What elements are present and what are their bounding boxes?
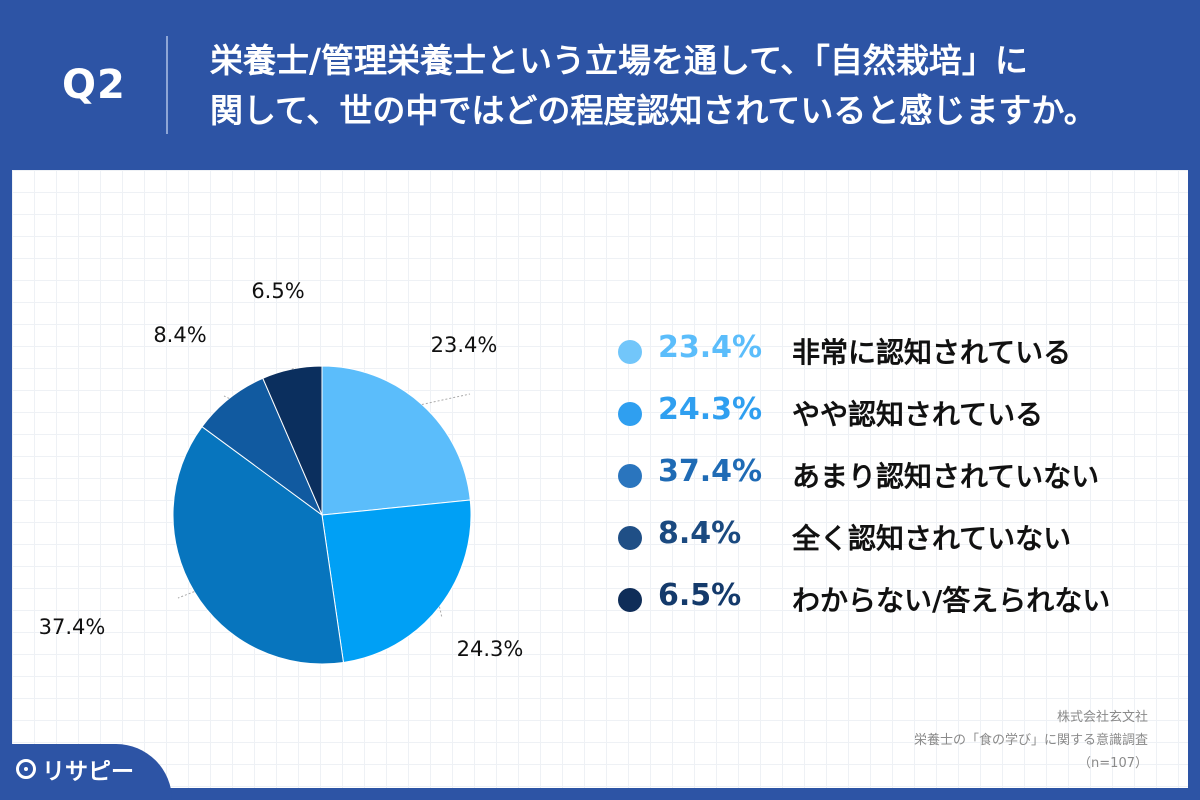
leader-line — [223, 395, 230, 399]
chart-panel: 23.4% 24.3% 37.4% 8.4% 6.5% 23.4% 非常に認知されている… — [12, 170, 1188, 788]
source-note: 株式会社玄文社 栄養士の「食の学び」に関する意識調査 （n=107） — [914, 706, 1148, 775]
legend-pct: 8.4% — [658, 516, 742, 551]
slice-value-label: 8.4% — [153, 323, 206, 347]
slice-value-label: 23.4% — [431, 333, 498, 357]
leader-line — [291, 367, 297, 370]
slice-value-label: 37.4% — [39, 615, 106, 639]
legend-pct: 23.4% — [658, 330, 763, 365]
legend-label: 非常に認知されている — [792, 336, 1072, 369]
legend-label: やや認知されている — [792, 398, 1044, 431]
pie-slice — [172, 425, 345, 665]
leader-line — [177, 591, 195, 599]
pie-chart: 23.4% 24.3% 37.4% 8.4% 6.5% — [39, 279, 524, 665]
question-line-2: 関して、世の中ではどの程度認知されていると感じますか。 — [210, 91, 1097, 130]
source-sample-size: （n=107） — [1078, 756, 1148, 771]
leader-line — [438, 606, 443, 619]
pie-slice — [321, 365, 471, 516]
legend-dot — [618, 526, 642, 550]
legend-dot — [618, 340, 642, 364]
slice-value-label: 6.5% — [251, 279, 304, 303]
legend-dot — [618, 402, 642, 426]
legend-pct: 6.5% — [658, 578, 742, 613]
legend-label: あまり認知されていない — [792, 460, 1100, 493]
header: Q2 栄養士/管理栄養士という立場を通して、「自然栽培」に 関して、世の中ではど… — [0, 0, 1200, 170]
brand-logo: リサピー — [16, 752, 134, 786]
question-line-1: 栄養士/管理栄養士という立場を通して、「自然栽培」に — [210, 41, 1028, 80]
legend-pct: 37.4% — [658, 454, 763, 489]
question-number: Q2 — [62, 62, 126, 108]
question-text: 栄養士/管理栄養士という立場を通して、「自然栽培」に 関して、世の中ではどの程度… — [210, 36, 1170, 136]
brand-name: リサピー — [42, 759, 134, 785]
legend-label: 全く認知されていない — [792, 522, 1072, 555]
legend-label: わからない/答えられない — [792, 584, 1111, 617]
slice-value-label: 24.3% — [457, 637, 524, 661]
legend-pct: 24.3% — [658, 392, 763, 427]
lightbulb-pin-icon — [16, 759, 36, 779]
leader-line — [421, 393, 471, 405]
header-divider — [166, 36, 168, 134]
source-survey: 栄養士の「食の学び」に関する意識調査 — [913, 733, 1148, 748]
source-company: 株式会社玄文社 — [1056, 710, 1148, 725]
pie-slice — [321, 499, 472, 664]
legend-dot — [618, 464, 642, 488]
legend-dot — [618, 588, 642, 612]
brand-tab: リサピー — [0, 744, 172, 800]
